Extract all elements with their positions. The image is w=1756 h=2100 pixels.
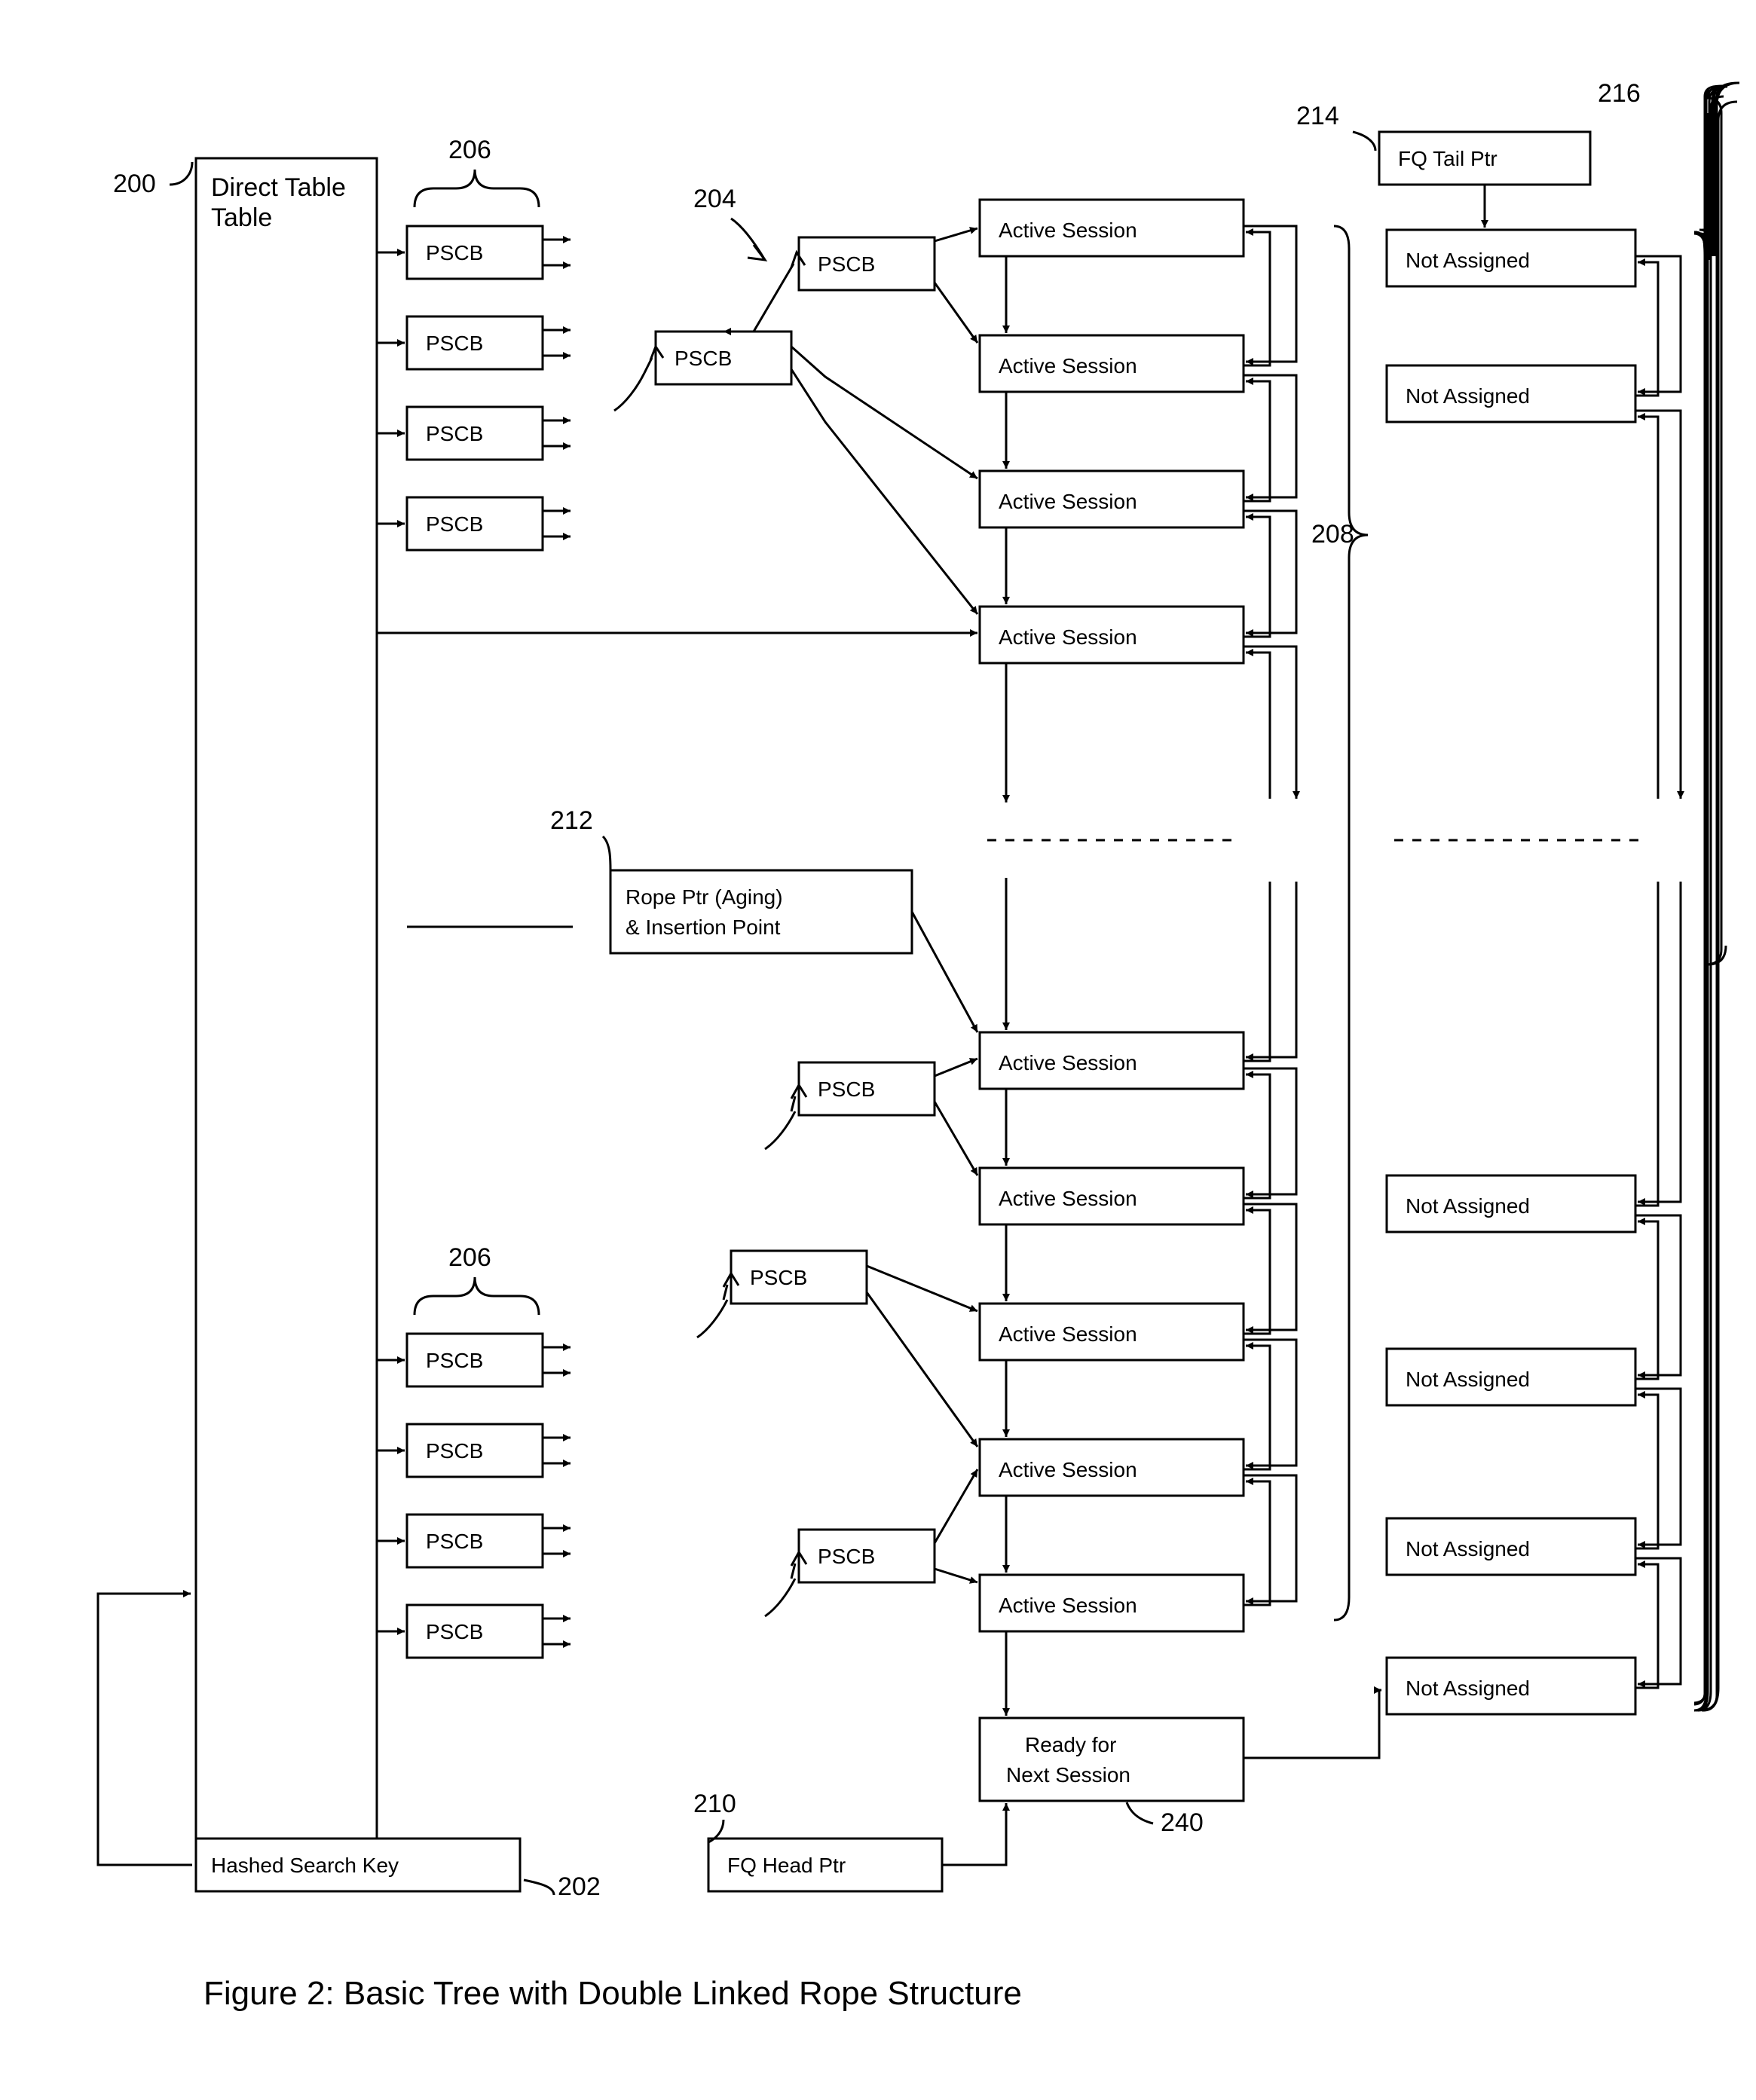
svg-text:Active Session: Active Session xyxy=(999,219,1137,242)
svg-text:PSCB: PSCB xyxy=(818,1078,875,1101)
svg-text:PSCB: PSCB xyxy=(426,422,483,445)
svg-text:Not Assigned: Not Assigned xyxy=(1406,1368,1530,1391)
svg-text:Not Assigned: Not Assigned xyxy=(1406,1194,1530,1218)
fq-head-ptr-label: FQ Head Ptr xyxy=(727,1854,846,1877)
ref-216: 216 xyxy=(1598,79,1641,108)
ref-206-bot: 206 xyxy=(448,1243,491,1272)
not-assigned-group: Not Assigned Not Assigned Not Assigned N… xyxy=(1387,230,1635,1714)
ref-208: 208 xyxy=(1311,520,1354,549)
svg-text:PSCB: PSCB xyxy=(426,512,483,536)
ref-200: 200 xyxy=(113,170,156,198)
ready-next-session-box xyxy=(980,1718,1244,1801)
active-sessions: Active Session Active Session Active Ses… xyxy=(980,200,1244,1631)
ref-204: 204 xyxy=(693,185,736,213)
svg-text:Next Session: Next Session xyxy=(1006,1763,1130,1787)
direct-table-label: Direct Table xyxy=(211,173,346,202)
svg-text:PSCB: PSCB xyxy=(426,241,483,264)
svg-text:Active Session: Active Session xyxy=(999,1322,1137,1346)
svg-text:Active Session: Active Session xyxy=(999,625,1137,649)
svg-text:PSCB: PSCB xyxy=(426,1349,483,1372)
svg-text:Rope Ptr (Aging): Rope Ptr (Aging) xyxy=(626,885,783,909)
svg-text:PSCB: PSCB xyxy=(426,1439,483,1463)
svg-text:Active Session: Active Session xyxy=(999,354,1137,378)
pscb-group-top: PSCB PSCB PSCB PSCB xyxy=(407,226,543,550)
svg-text:PSCB: PSCB xyxy=(818,252,875,276)
direct-table-label-2: Table xyxy=(211,203,272,232)
rope-ptr-box xyxy=(610,870,912,953)
figure-title: Figure 2: Basic Tree with Double Linked … xyxy=(203,1975,1022,2012)
hashed-search-key-label: Hashed Search Key xyxy=(211,1854,399,1877)
svg-text:Active Session: Active Session xyxy=(999,1458,1137,1481)
hashed-key-arrow xyxy=(98,1594,192,1865)
ref-214: 214 xyxy=(1296,102,1339,130)
ref-212: 212 xyxy=(550,806,593,835)
ref-206-top: 206 xyxy=(448,136,491,164)
svg-text:Active Session: Active Session xyxy=(999,490,1137,513)
svg-text:PSCB: PSCB xyxy=(426,332,483,355)
svg-text:Not Assigned: Not Assigned xyxy=(1406,249,1530,272)
fq-tail-ptr-label: FQ Tail Ptr xyxy=(1398,147,1497,170)
svg-text:PSCB: PSCB xyxy=(675,347,732,370)
svg-text:Active Session: Active Session xyxy=(999,1051,1137,1074)
svg-text:Not Assigned: Not Assigned xyxy=(1406,1677,1530,1700)
svg-text:PSCB: PSCB xyxy=(426,1620,483,1643)
direct-table-box xyxy=(196,158,377,1839)
svg-text:PSCB: PSCB xyxy=(426,1530,483,1553)
svg-text:Active Session: Active Session xyxy=(999,1594,1137,1617)
pscb-group-bottom: PSCB PSCB PSCB PSCB xyxy=(407,1334,543,1658)
ref-240: 240 xyxy=(1161,1808,1204,1837)
svg-text:PSCB: PSCB xyxy=(818,1545,875,1568)
ref-202: 202 xyxy=(558,1872,601,1901)
svg-text:PSCB: PSCB xyxy=(750,1266,807,1289)
svg-text:Not Assigned: Not Assigned xyxy=(1406,1537,1530,1560)
svg-text:& Insertion Point: & Insertion Point xyxy=(626,916,781,939)
svg-text:Active Session: Active Session xyxy=(999,1187,1137,1210)
ref-210: 210 xyxy=(693,1790,736,1818)
svg-text:Ready for: Ready for xyxy=(1025,1733,1116,1756)
svg-text:Not Assigned: Not Assigned xyxy=(1406,384,1530,408)
